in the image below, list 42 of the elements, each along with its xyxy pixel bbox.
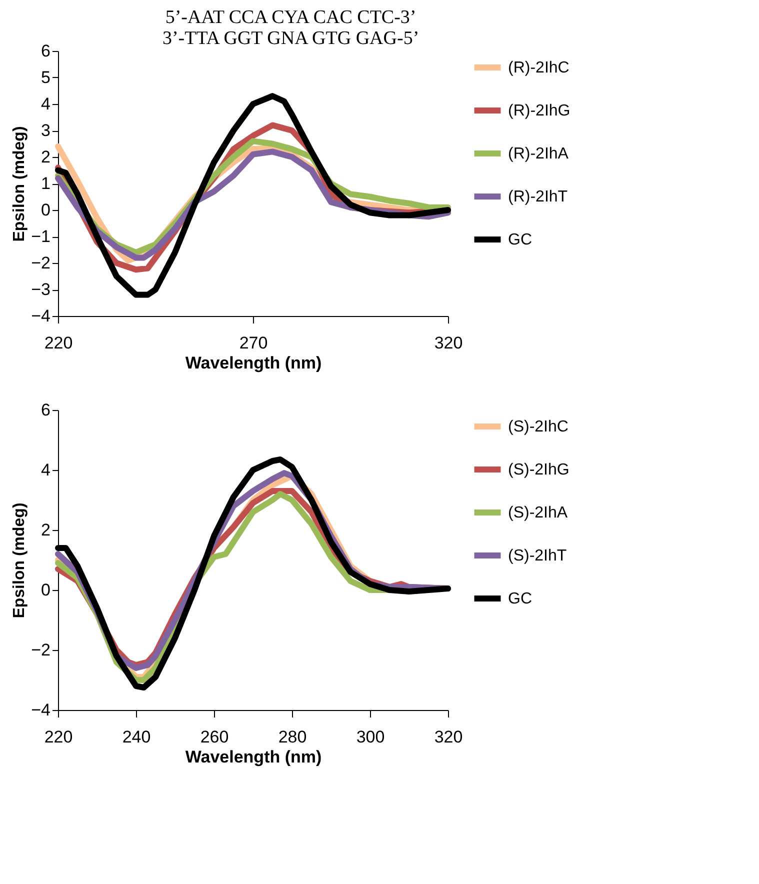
x-tick-label: 320 [434, 334, 463, 352]
x-axis-title: Wavelength (nm) [185, 354, 322, 372]
y-tick-label: −1 [31, 227, 50, 246]
y-tick-label: 1 [41, 174, 50, 193]
legend-label: GC [508, 590, 532, 608]
y-tick-label: −4 [31, 306, 50, 326]
x-axis-title: Wavelength (nm) [185, 748, 322, 766]
x-tick-label: 240 [122, 728, 151, 746]
y-tick-label: 5 [41, 68, 50, 87]
legend-label: (S)-2IhC [508, 418, 568, 436]
legend-label: (R)-2IhT [508, 188, 568, 206]
legend-label: (R)-2IhA [508, 146, 569, 162]
y-tick-label: 0 [41, 580, 50, 600]
legend-label: (S)-2IhA [508, 504, 568, 522]
y-tick-label: −2 [31, 640, 50, 660]
x-tick-label: 220 [44, 728, 73, 746]
y-tick-label: 4 [41, 94, 50, 114]
y-tick-label: 6 [41, 400, 50, 420]
y-axis-title: Epsilon (mdeg) [11, 502, 28, 618]
legend-label: GC [508, 232, 532, 248]
x-tick-label: 320 [434, 728, 463, 746]
legend-label: (S)-2IhT [508, 548, 567, 564]
x-tick-label: 270 [239, 334, 268, 352]
legend-label: (R)-2IhG [508, 102, 570, 120]
y-tick-label: 0 [41, 200, 50, 220]
y-tick-label: −2 [31, 254, 50, 272]
x-tick-label: 260 [200, 728, 229, 746]
y-tick-label: −4 [31, 700, 50, 720]
y-tick-label: 3 [41, 121, 50, 140]
chart-subtitle: 3’-TTA GGT GNA GTG GAG-5’ [162, 28, 420, 49]
y-tick-label: 2 [41, 148, 50, 166]
y-axis-title: Epsilon (mdeg) [11, 126, 28, 242]
y-tick-label: 4 [41, 460, 50, 480]
x-tick-label: 220 [44, 334, 73, 352]
x-tick-label: 300 [356, 728, 385, 746]
y-tick-label: −3 [31, 280, 50, 299]
legend-label: (R)-2IhC [508, 60, 570, 76]
chart-title: 5’-AAT CCA CYA CAC CTC-3’ [165, 7, 416, 28]
x-tick-label: 280 [278, 728, 307, 746]
y-tick-label: 2 [41, 520, 50, 540]
y-tick-label: 6 [41, 42, 50, 60]
legend-label: (S)-2IhG [508, 462, 570, 478]
